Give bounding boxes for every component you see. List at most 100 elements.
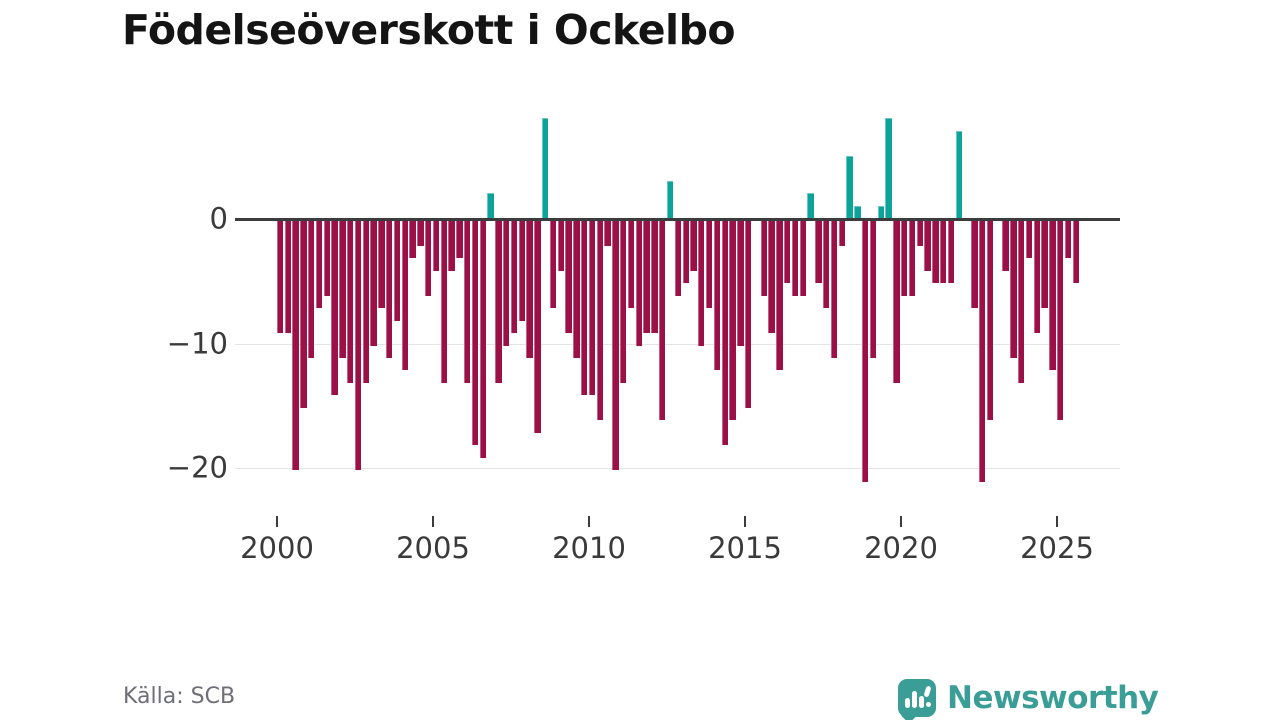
bar-negative [1041,221,1048,309]
bar-positive [487,193,494,218]
y-tick-label-0: 0 [209,201,228,236]
bar-negative [783,221,791,284]
bar-negative [276,221,284,334]
bar-negative [776,221,783,371]
bar-negative [425,221,432,296]
tick-mark [432,516,434,527]
bar-negative [565,221,572,334]
bar-positive [955,130,962,218]
bar-negative [604,221,611,246]
bar-negative [674,221,682,296]
bar-negative [331,221,338,396]
bar-negative [986,221,994,421]
bar-negative [534,221,541,433]
x-tick-label: 2025 [1020,531,1094,565]
bar-negative [861,221,869,483]
bar-positive [846,155,853,218]
bar-negative [347,221,354,383]
bar-negative [581,221,588,396]
bar-positive [885,118,892,218]
bar-negative [698,221,705,346]
bar-negative [339,221,346,358]
bar-positive [666,180,674,218]
bar-negative [978,221,986,483]
bar-negative [760,221,767,296]
zero-axis-line [235,218,1120,221]
bar-negative [300,221,307,408]
bar-negative [932,221,939,284]
bar-negative [417,221,424,246]
newsworthy-bubble-chart-icon [898,679,936,720]
bar-negative [651,221,658,334]
bar-negative [1072,221,1079,284]
bar-negative [362,221,369,383]
bar-negative [471,221,479,446]
bar-negative [479,221,487,458]
bar-negative [830,221,838,358]
bar-negative [308,221,315,358]
bar-positive [877,205,884,218]
bar-negative [378,221,385,309]
newsworthy-brand: Newsworthy [898,678,1159,720]
bar-negative [838,221,845,246]
bar-negative [737,221,744,346]
bar-negative [503,221,510,346]
bar-negative [456,221,463,259]
bar-negative [409,221,416,259]
bar-negative [510,221,518,334]
bar-negative [869,221,877,358]
bar-negative [354,221,362,470]
bar-negative [1033,221,1040,334]
bar-negative [627,221,635,309]
bar-negative [1057,221,1064,421]
bar-negative [596,221,604,421]
bar-negative [620,221,627,383]
x-tick-label: 2015 [708,531,782,565]
bar-negative [573,221,580,358]
bar-negative [526,221,533,358]
bar-negative [916,221,923,246]
bar-negative [815,221,822,284]
source-attribution: Källa: SCB [123,684,236,709]
bar-negative [682,221,689,284]
bar-negative [370,221,377,346]
bar-negative [1002,221,1009,271]
bar-negative [939,221,947,284]
brand-wordmark: Newsworthy [947,680,1159,716]
bar-negative [908,221,916,296]
bar-negative [791,221,799,296]
bar-negative [1025,221,1033,259]
bar-negative [588,221,596,396]
bar-negative [1049,221,1056,371]
bar-negative [799,221,806,296]
x-tick-label: 2010 [552,531,626,565]
x-tick-label: 2000 [240,531,314,565]
bar-negative [643,221,650,334]
x-tick-label: 2005 [396,531,470,565]
bar-positive [542,118,549,218]
bar-negative [713,221,721,371]
bar-negative [659,221,666,421]
bar-negative [1064,221,1072,259]
tick-mark [744,516,746,527]
bar-negative [947,221,955,284]
bar-negative [690,221,697,271]
tick-mark [588,516,590,527]
bar-negative [440,221,448,383]
bar-negative [971,221,978,309]
chart-title: Födelseöverskott i Ockelbo [122,6,736,54]
bar-negative [822,221,830,309]
bar-negative [315,221,323,309]
bar-negative [557,221,565,271]
bar-negative [292,221,299,470]
bar-negative [448,221,455,271]
bar-negative [729,221,736,421]
bar-negative [924,221,931,271]
bar-negative [900,221,908,296]
speech-bubble-tail [900,706,918,720]
gridline-minus20 [235,468,1120,469]
bar-negative [495,221,502,383]
bar-negative [705,221,713,309]
x-tick-label: 2020 [864,531,938,565]
y-tick-label-minus10: −10 [166,326,228,361]
